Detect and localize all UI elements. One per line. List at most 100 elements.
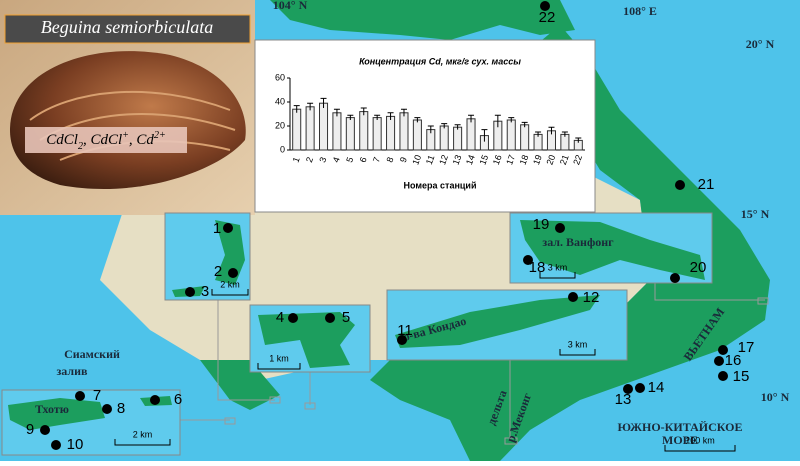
station-label: 19 <box>533 216 550 233</box>
bar <box>319 102 329 151</box>
formula-part: , Cd <box>129 132 155 148</box>
station-dot <box>75 391 85 401</box>
bar <box>412 119 422 151</box>
error-bar <box>320 97 327 108</box>
bar <box>466 118 476 151</box>
station-dot <box>675 180 685 190</box>
x-tick-label: 5 <box>344 156 355 164</box>
x-tick-label: 10 <box>410 153 423 166</box>
bar <box>305 106 315 151</box>
scale-label: 2 km <box>220 279 240 289</box>
x-tick-label: 21 <box>558 153 571 166</box>
station-label: 12 <box>583 289 600 306</box>
station-label: 8 <box>117 400 125 417</box>
error-bar <box>468 114 475 123</box>
bar <box>345 117 355 151</box>
station-dot <box>288 313 298 323</box>
error-bar <box>494 114 501 128</box>
station-dot <box>223 223 233 233</box>
station-label: 7 <box>93 387 101 404</box>
map-label: Сиамский <box>64 347 120 361</box>
error-bar <box>387 112 394 120</box>
error-bar <box>575 137 582 143</box>
error-bar <box>561 131 568 137</box>
station-dot <box>623 384 633 394</box>
error-bar <box>441 123 448 129</box>
y-tick-label: 60 <box>275 72 285 82</box>
station-label: 1 <box>213 220 221 237</box>
x-tick-label: 1 <box>291 156 302 164</box>
error-bar <box>521 121 528 128</box>
x-tick-label: 7 <box>371 156 382 164</box>
scale-label: 1 km <box>269 353 289 363</box>
station-label: 20 <box>690 259 707 276</box>
scale-bar <box>114 439 171 446</box>
map-label: Тхотю <box>35 402 69 416</box>
station-label: 16 <box>725 352 742 369</box>
scale-label: 3 km <box>568 339 588 349</box>
x-tick-label: 17 <box>504 153 517 166</box>
y-tick-label: 20 <box>275 120 285 130</box>
station-dot <box>718 371 728 381</box>
station-dot <box>150 395 160 405</box>
formula-part: 2 <box>78 141 83 152</box>
station-dot <box>540 1 550 11</box>
station-dot <box>185 287 195 297</box>
station-dot <box>325 313 335 323</box>
bar <box>439 125 449 151</box>
map-label: 108° E <box>623 4 657 18</box>
error-bar <box>454 124 461 130</box>
error-bar <box>427 125 434 134</box>
station-label: 13 <box>615 391 632 408</box>
station-dot <box>670 273 680 283</box>
station-label: 21 <box>698 176 715 193</box>
x-tick-label: 16 <box>491 153 504 166</box>
map-label: МОРЕ <box>662 433 698 447</box>
bar <box>386 115 396 151</box>
scale-label: 100 km <box>685 435 715 445</box>
error-bar <box>333 108 340 117</box>
station-label: 22 <box>539 9 556 26</box>
error-bar <box>360 107 367 116</box>
scale-bar <box>539 272 576 279</box>
station-label: 18 <box>529 259 546 276</box>
x-tick-label: 14 <box>464 153 477 166</box>
bar <box>332 112 342 151</box>
error-bar <box>307 102 314 111</box>
station-label: 17 <box>738 339 755 356</box>
station-label: 6 <box>174 391 182 408</box>
map-label: 104° N <box>273 0 308 12</box>
station-dot <box>102 404 112 414</box>
chart-title: Концентрация Cd, мкг/г сух. массы <box>359 56 521 66</box>
station-label: 14 <box>648 379 665 396</box>
station-label: 11 <box>397 322 413 339</box>
bar <box>292 108 302 151</box>
error-bar <box>481 129 488 142</box>
vietnam <box>270 0 770 461</box>
bar <box>453 126 463 151</box>
formula: CdCl2, CdCl+, Cd2+ <box>46 130 165 152</box>
station-label: 9 <box>26 421 34 438</box>
x-tick-label: 3 <box>317 156 328 164</box>
shell <box>10 51 246 189</box>
x-tick-label: 8 <box>384 156 395 164</box>
formula-part: CdCl <box>46 132 78 148</box>
station-dot <box>555 223 565 233</box>
error-bar <box>535 131 542 137</box>
x-tick-label: 6 <box>358 156 369 164</box>
station-dot <box>51 440 61 450</box>
x-tick-label: 18 <box>518 153 531 166</box>
map-label: 10° N <box>761 390 790 404</box>
scale-label: 3 km <box>548 262 568 272</box>
x-tick-label: 19 <box>531 153 544 166</box>
islands <box>8 220 705 430</box>
bar <box>359 111 369 151</box>
y-tick-label: 40 <box>275 96 285 106</box>
x-tick-label: 13 <box>451 153 464 166</box>
map-label: ЮЖНО-КИТАЙСКОЕ <box>617 420 742 434</box>
station-label: 4 <box>276 309 284 326</box>
x-tick-label: 12 <box>437 153 450 166</box>
error-bar <box>508 117 515 123</box>
x-tick-label: 2 <box>304 156 315 164</box>
